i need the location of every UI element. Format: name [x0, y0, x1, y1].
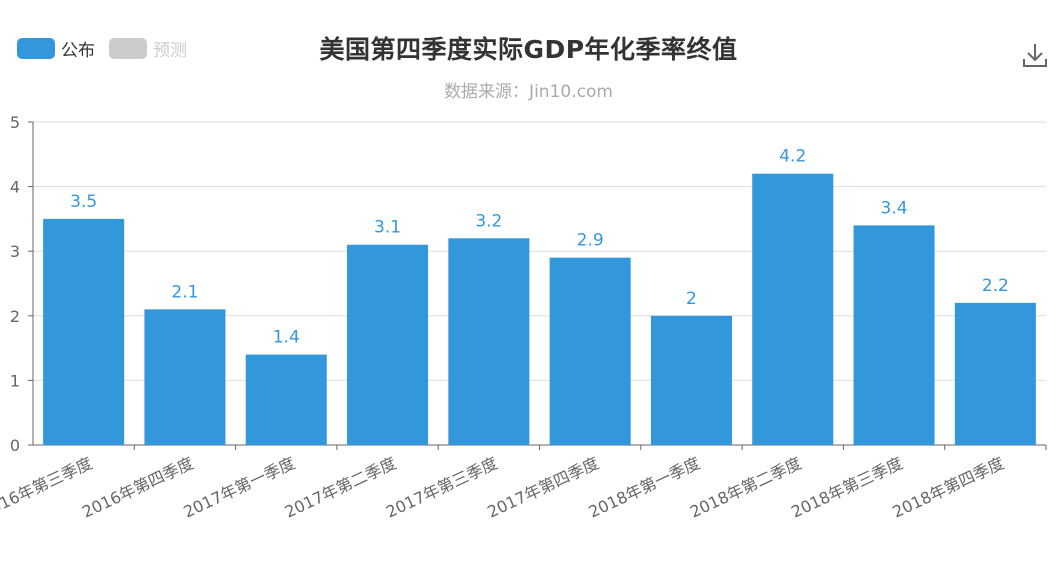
data-label: 2.1: [171, 282, 198, 302]
legend: 公布 预测: [17, 36, 201, 61]
x-tick-label: 2016年第四季度: [79, 453, 196, 521]
bar: [752, 173, 834, 445]
data-label: 3.5: [70, 192, 97, 212]
y-tick-label: 4: [10, 178, 20, 197]
y-tick-label: 3: [10, 242, 20, 261]
x-tick-label: 2016年第三季度: [0, 453, 95, 521]
y-tick-label: 1: [10, 371, 20, 390]
x-tick-label: 2018年第三季度: [788, 453, 905, 521]
chart-subtitle: 数据来源：Jin10.com: [444, 82, 613, 102]
bar: [43, 218, 125, 445]
bar: [448, 238, 530, 445]
x-tick-label: 2017年第一季度: [180, 453, 297, 521]
download-icon[interactable]: [1022, 42, 1048, 68]
x-tick-label: 2018年第二季度: [687, 453, 804, 521]
data-label: 3.2: [475, 211, 502, 231]
legend-label-published: 公布: [61, 41, 95, 61]
bar: [650, 315, 732, 445]
bar: [954, 302, 1036, 445]
bar: [144, 309, 226, 445]
bar: [245, 354, 327, 445]
bar: [347, 244, 429, 445]
data-label: 2: [686, 289, 697, 309]
x-tick-label: 2017年第四季度: [484, 453, 601, 521]
chart-title: 美国第四季度实际GDP年化季率终值: [319, 35, 738, 64]
legend-item-forecast[interactable]: 预测: [109, 36, 187, 61]
legend-label-forecast: 预测: [153, 41, 187, 61]
data-label: 1.4: [273, 328, 300, 348]
bar: [853, 225, 935, 445]
bar: [549, 257, 631, 445]
x-tick-label: 2018年第四季度: [890, 453, 1007, 521]
data-label: 2.2: [982, 276, 1009, 296]
data-label: 3.1: [374, 218, 401, 238]
legend-item-published[interactable]: 公布: [17, 36, 95, 61]
y-tick-label: 5: [10, 113, 20, 132]
x-tick-label: 2017年第三季度: [383, 453, 500, 521]
x-tick-label: 2017年第二季度: [282, 453, 399, 521]
data-label: 2.9: [577, 231, 604, 251]
legend-swatch-forecast: [109, 38, 147, 59]
legend-swatch-published: [17, 38, 55, 59]
data-label: 4.2: [779, 147, 806, 167]
y-tick-label: 0: [10, 436, 20, 455]
y-tick-label: 2: [10, 307, 20, 326]
data-label: 3.4: [881, 198, 908, 218]
x-tick-label: 2018年第一季度: [586, 453, 703, 521]
